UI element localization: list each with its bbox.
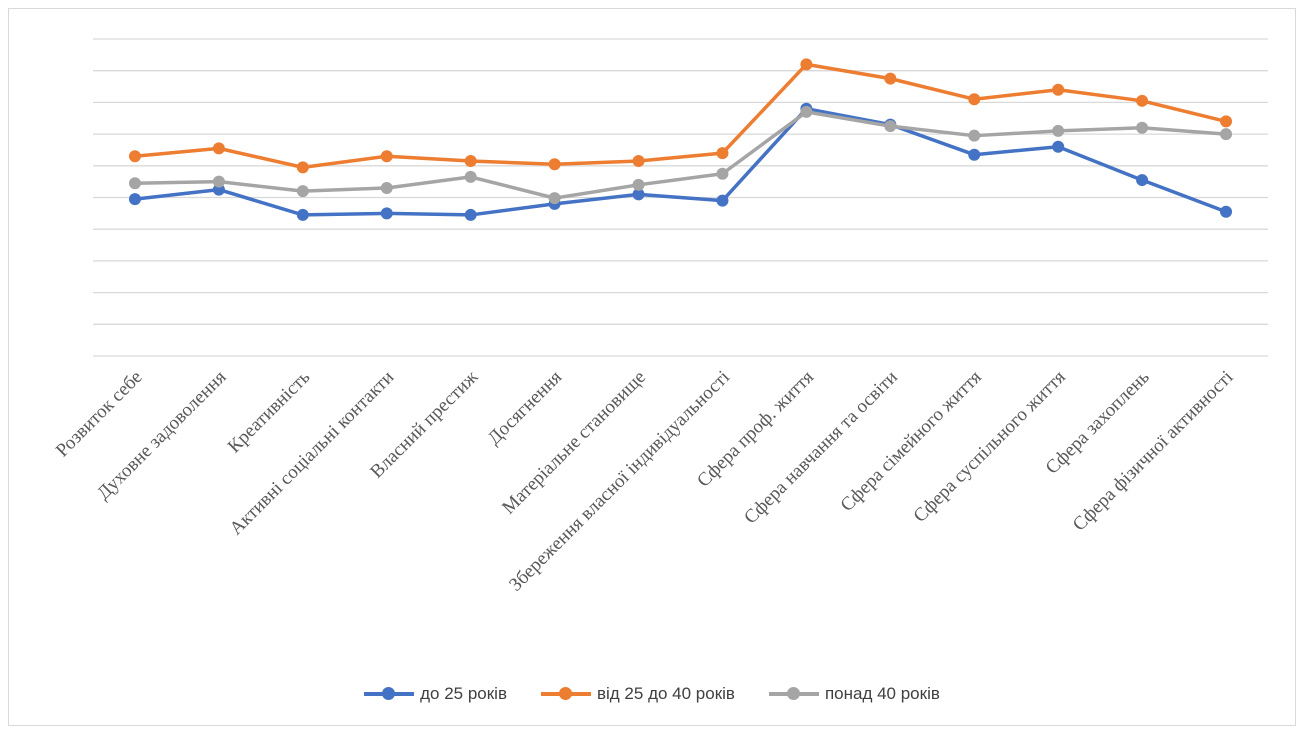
data-point[interactable]	[716, 194, 729, 207]
x-tick-label: Сфера сімейного життя	[837, 367, 986, 516]
data-point[interactable]	[1052, 124, 1065, 137]
x-tick-label: Матеріальне становище	[498, 367, 650, 519]
data-point[interactable]	[1220, 205, 1233, 218]
x-tick-label: Сфера навчання та освіти	[740, 367, 902, 529]
data-point[interactable]	[968, 93, 981, 106]
data-point[interactable]	[380, 150, 393, 163]
x-tick-label: Досягнення	[484, 367, 567, 450]
x-tick-label: Сфера фізичної активності	[1069, 367, 1238, 536]
data-point[interactable]	[128, 193, 141, 206]
data-point[interactable]	[1052, 83, 1065, 96]
data-point[interactable]	[380, 207, 393, 220]
series-line	[134, 106, 1227, 217]
data-point[interactable]	[716, 167, 729, 180]
data-point[interactable]	[1220, 115, 1233, 128]
legend-marker-icon	[364, 687, 415, 701]
legend-item[interactable]: до 25 років	[364, 684, 507, 704]
x-tick-label: Сфера суспільного життя	[910, 367, 1070, 527]
data-point[interactable]	[1052, 140, 1065, 153]
legend-label: від 25 до 40 років	[596, 684, 735, 703]
legend-marker-icon	[768, 687, 819, 701]
legend-marker-icon	[540, 687, 591, 701]
data-point[interactable]	[464, 155, 477, 168]
data-point[interactable]	[800, 105, 813, 118]
data-point[interactable]	[212, 142, 225, 155]
data-point[interactable]	[1136, 174, 1149, 187]
data-point[interactable]	[632, 155, 645, 168]
data-point[interactable]	[212, 175, 225, 188]
x-tick-label: Креативність	[224, 366, 315, 457]
data-point[interactable]	[968, 148, 981, 161]
data-point[interactable]	[464, 170, 477, 183]
gridlines	[93, 38, 1268, 357]
data-point[interactable]	[296, 208, 309, 221]
chart-frame	[8, 8, 1296, 726]
legend-label: до 25 років	[420, 684, 507, 703]
legend-item[interactable]: від 25 до 40 років	[540, 684, 735, 704]
data-point[interactable]	[632, 178, 645, 191]
series-2	[128, 58, 1233, 174]
data-point[interactable]	[884, 120, 897, 133]
data-point[interactable]	[296, 161, 309, 174]
series-3	[128, 105, 1233, 205]
data-point[interactable]	[128, 150, 141, 163]
legend-label: понад 40 років	[824, 684, 940, 703]
data-point[interactable]	[632, 188, 645, 201]
legend-item[interactable]: понад 40 років	[768, 684, 940, 704]
data-point[interactable]	[800, 58, 813, 71]
data-point[interactable]	[548, 158, 561, 171]
data-point[interactable]	[380, 181, 393, 194]
data-point[interactable]	[716, 147, 729, 160]
series-line	[134, 62, 1227, 170]
data-point[interactable]	[464, 208, 477, 221]
series-line	[134, 110, 1227, 200]
chart-legend: до 25 років від 25 до 40 років понад 40 ро…	[0, 684, 1304, 704]
data-point[interactable]	[296, 185, 309, 198]
x-tick-label: Активні соціальні контакти	[226, 367, 399, 540]
data-point[interactable]	[1136, 121, 1149, 134]
series-lines	[128, 58, 1233, 221]
data-point[interactable]	[884, 72, 897, 85]
series-1	[128, 102, 1233, 221]
x-tick-label: Розвиток себе	[52, 367, 147, 462]
data-point[interactable]	[128, 177, 141, 190]
data-point[interactable]	[548, 192, 561, 205]
data-point[interactable]	[1136, 94, 1149, 107]
data-point[interactable]	[1220, 128, 1233, 141]
data-point[interactable]	[968, 129, 981, 142]
